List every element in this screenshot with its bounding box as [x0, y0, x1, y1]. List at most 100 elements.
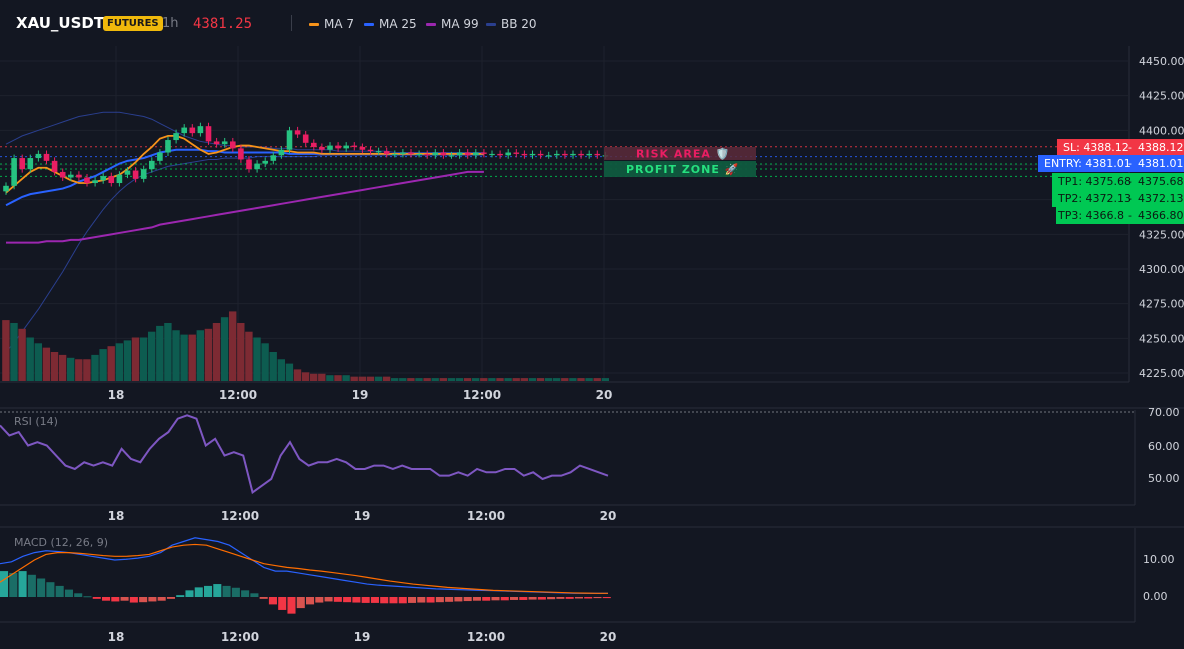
- candle-body[interactable]: [432, 152, 439, 156]
- candle-body[interactable]: [464, 152, 471, 156]
- candle-body[interactable]: [554, 153, 560, 156]
- candle-body[interactable]: [165, 140, 171, 153]
- candle-body[interactable]: [570, 153, 576, 156]
- macd-histogram-bar: [37, 578, 46, 597]
- rsi-pane[interactable]: RSI (14) 70.00 60.00 50.00 18 12:00 19 1…: [0, 406, 1180, 523]
- candle-body[interactable]: [456, 152, 463, 156]
- candle-body[interactable]: [302, 134, 309, 143]
- candle-body[interactable]: [440, 152, 447, 156]
- candle-body[interactable]: [270, 155, 277, 161]
- candle-body[interactable]: [43, 153, 50, 161]
- legend-bb20[interactable]: BB 20: [486, 15, 537, 33]
- candle-body[interactable]: [230, 141, 236, 149]
- candle-body[interactable]: [173, 133, 179, 141]
- candle-body[interactable]: [489, 153, 495, 156]
- macd-histogram-bar: [306, 597, 315, 605]
- candle-body[interactable]: [205, 126, 212, 142]
- candle-body[interactable]: [19, 158, 25, 170]
- candle-body[interactable]: [383, 151, 390, 154]
- legend-ma25[interactable]: MA 25: [364, 15, 417, 33]
- candle-body[interactable]: [586, 153, 592, 156]
- candle-body[interactable]: [311, 142, 317, 147]
- legend-ma7[interactable]: MA 7: [309, 15, 354, 33]
- moving-averages: [5, 134, 484, 244]
- volume-bar: [277, 359, 285, 381]
- volume-bar: [423, 378, 431, 381]
- volume-bar: [342, 375, 350, 381]
- time-label: 20: [600, 630, 617, 644]
- candle-body[interactable]: [181, 127, 187, 134]
- candle-body[interactable]: [51, 160, 58, 172]
- candlesticks[interactable]: [3, 122, 609, 195]
- candle-body[interactable]: [375, 151, 382, 153]
- candle-body[interactable]: [35, 153, 42, 159]
- candle-body[interactable]: [246, 159, 252, 170]
- candle-body[interactable]: [513, 152, 520, 154]
- volume-bar: [91, 354, 99, 381]
- candle-body[interactable]: [189, 127, 196, 134]
- candle-body[interactable]: [416, 153, 422, 156]
- candle-body[interactable]: [424, 153, 430, 156]
- candle-body[interactable]: [92, 180, 98, 184]
- candle-body[interactable]: [327, 145, 333, 150]
- macd-histogram-bar: [352, 597, 361, 603]
- candle-body[interactable]: [286, 130, 293, 150]
- volume-bar: [212, 323, 221, 381]
- volume-bar: [301, 372, 310, 381]
- symbol-name[interactable]: XAU_USDT: [16, 14, 105, 32]
- candle-body[interactable]: [367, 149, 374, 152]
- candle-body[interactable]: [448, 155, 455, 157]
- candle-body[interactable]: [359, 146, 366, 150]
- candle-body[interactable]: [319, 146, 325, 150]
- candle-body[interactable]: [27, 158, 34, 170]
- candle-body[interactable]: [108, 176, 115, 184]
- candle-body[interactable]: [562, 153, 568, 156]
- candle-body[interactable]: [124, 170, 131, 175]
- candle-body[interactable]: [100, 176, 106, 181]
- candle-body[interactable]: [400, 152, 406, 154]
- candle-body[interactable]: [157, 152, 163, 161]
- candle-body[interactable]: [197, 126, 204, 134]
- volume-bar: [204, 328, 213, 381]
- candle-body[interactable]: [545, 155, 552, 157]
- candle-body[interactable]: [68, 174, 74, 178]
- macd-histogram-bar: [408, 597, 417, 603]
- candle-body[interactable]: [294, 130, 301, 135]
- candle-body[interactable]: [343, 145, 349, 149]
- candle-body[interactable]: [76, 174, 82, 178]
- candle-body[interactable]: [132, 170, 139, 179]
- candle-body[interactable]: [537, 153, 544, 156]
- candle-body[interactable]: [529, 153, 536, 156]
- candle-body[interactable]: [505, 152, 511, 156]
- candle-body[interactable]: [140, 169, 147, 179]
- candle-body[interactable]: [84, 177, 90, 184]
- candle-body[interactable]: [3, 185, 9, 192]
- candle-body[interactable]: [473, 152, 479, 156]
- candle-body[interactable]: [11, 158, 17, 186]
- candle-body[interactable]: [408, 152, 414, 154]
- timeframe-label[interactable]: 1h: [162, 16, 179, 31]
- candle-body[interactable]: [481, 152, 487, 154]
- macd-histogram-bar: [102, 597, 111, 601]
- candle-body[interactable]: [116, 174, 123, 184]
- legend-ma99[interactable]: MA 99: [426, 15, 479, 33]
- candle-body[interactable]: [221, 141, 228, 145]
- candle-body[interactable]: [497, 153, 503, 156]
- candle-body[interactable]: [213, 141, 220, 145]
- candle-body[interactable]: [335, 145, 341, 149]
- macd-pane[interactable]: MACD (12, 26, 9) 10.00 0.00 18 12:00 19 …: [0, 536, 1175, 644]
- macd-histogram-bar: [417, 597, 426, 603]
- candle-body[interactable]: [149, 160, 155, 170]
- candle-body[interactable]: [351, 145, 358, 147]
- candle-body[interactable]: [262, 160, 268, 164]
- candle-body[interactable]: [278, 149, 285, 156]
- candle-body[interactable]: [578, 153, 584, 156]
- volume-bar: [318, 373, 326, 381]
- candle-body[interactable]: [392, 153, 398, 156]
- candle-body[interactable]: [59, 171, 66, 178]
- candle-body[interactable]: [521, 153, 528, 156]
- candle-body[interactable]: [594, 153, 601, 156]
- candle-body[interactable]: [254, 163, 260, 170]
- candle-body[interactable]: [238, 148, 244, 160]
